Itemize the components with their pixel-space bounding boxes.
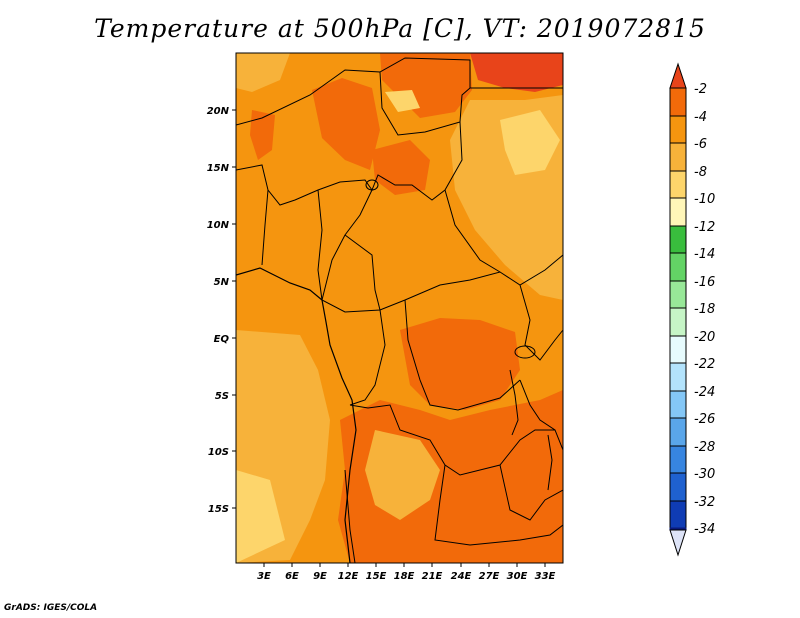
colorbar-segment-12 — [669, 390, 687, 419]
colorbar-label: -18 — [694, 302, 715, 317]
lat-label-15s: 15S — [208, 504, 229, 515]
temperature-field-warm-west — [250, 110, 275, 160]
colorbar-label: -30 — [694, 467, 715, 482]
country-boundaries — [236, 57, 563, 563]
temperature-field-cool-kalahari — [236, 470, 285, 563]
lat-label-10s: 10S — [208, 447, 229, 458]
lat-label-5n: 5N — [214, 277, 230, 288]
lat-label-20n: 20N — [207, 106, 230, 117]
lon-label-18e: 18E — [394, 571, 415, 582]
colorbar-label: -28 — [694, 440, 715, 455]
colorbar-label: -22 — [694, 357, 715, 372]
lon-label-12e: 12E — [338, 571, 359, 582]
colorbar-segment-5 — [669, 197, 687, 227]
lon-label-6e: 6E — [285, 571, 299, 582]
colorbar-label: -32 — [694, 495, 715, 510]
colorbar-label: -4 — [694, 110, 707, 125]
colorbar-label: -24 — [694, 385, 715, 400]
lat-label-10n: 10N — [207, 220, 230, 231]
lakes — [365, 179, 553, 491]
map-title: Temperature at 500hPa [C], VT: 201907281… — [94, 14, 706, 43]
colorbar-segment-6 — [669, 225, 687, 254]
colorbar-segment-13 — [669, 417, 687, 447]
colorbar-label: -8 — [694, 165, 707, 180]
colorbar-bottom-triangle — [669, 529, 687, 557]
temperature-field-warm-chad — [372, 140, 430, 195]
colorbar-segment-2 — [669, 115, 687, 144]
lat-label-5s: 5S — [215, 391, 229, 402]
lon-label-21e: 21E — [422, 571, 443, 582]
colorbar-segment-14 — [669, 445, 687, 474]
colorbar: -2 -4 -6 -8 -10 -12 -14 -16 -18 -20 -22 … — [669, 62, 715, 557]
lat-label-15n: 15N — [207, 163, 230, 174]
colorbar-top-triangle — [669, 62, 687, 89]
colorbar-segment-8 — [669, 280, 687, 309]
temperature-field-warm-sahara — [312, 78, 380, 170]
temperature-field-cool-angola — [365, 430, 440, 520]
colorbar-label: -10 — [694, 192, 715, 207]
colorbar-segment-4 — [669, 170, 687, 199]
colorbar-segment-9 — [669, 307, 687, 337]
coastline — [236, 267, 357, 563]
colorbar-segment-7 — [669, 252, 687, 282]
map-plot-area — [236, 53, 563, 563]
temperature-field-hot-north — [470, 53, 563, 92]
colorbar-label: -12 — [694, 220, 715, 235]
lon-label-27e: 27E — [479, 571, 500, 582]
longitude-axis: 3E 6E 9E 12E 15E 18E 21E 24E 27E 30E 33E — [257, 563, 556, 582]
colorbar-segment-15 — [669, 472, 687, 502]
map-frame — [235, 52, 564, 564]
colorbar-label: -26 — [694, 412, 715, 427]
temperature-field-cool-nw — [236, 53, 290, 92]
lon-label-3e: 3E — [257, 571, 271, 582]
temperature-field-cool-spot — [385, 90, 420, 112]
colorbar-label: -16 — [694, 275, 715, 290]
colorbar-segment-10 — [669, 335, 687, 364]
lon-label-15e: 15E — [366, 571, 387, 582]
colorbar-segment-11 — [669, 362, 687, 392]
temperature-field-warm-north — [380, 53, 472, 118]
colorbar-label: -34 — [694, 522, 715, 537]
lon-label-9e: 9E — [313, 571, 327, 582]
colorbar-segment-16 — [669, 500, 687, 529]
grads-credit: GrADS: IGES/COLA — [4, 603, 98, 613]
lon-label-30e: 30E — [507, 571, 528, 582]
temperature-field-warm-congo — [400, 318, 520, 410]
lat-label-eq: EQ — [214, 334, 230, 345]
latitude-axis: 20N 15N 10N 5N EQ 5S 10S 15S — [207, 106, 236, 515]
colorbar-label: -14 — [694, 247, 715, 262]
colorbar-label: -2 — [694, 82, 707, 97]
colorbar-label: -20 — [694, 330, 715, 345]
colorbar-segment-3 — [669, 142, 687, 172]
lon-label-33e: 33E — [535, 571, 556, 582]
lon-label-24e: 24E — [451, 571, 472, 582]
temperature-field-cool-sudan — [500, 110, 560, 175]
colorbar-segment-1 — [669, 87, 687, 117]
colorbar-label: -6 — [694, 137, 707, 152]
temperature-field-warm-south — [338, 390, 563, 563]
